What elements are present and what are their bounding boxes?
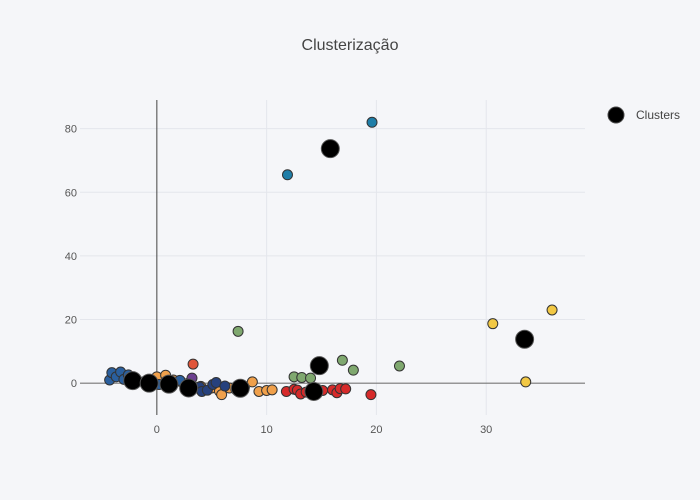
data-point-green [393, 360, 405, 372]
x-tick-label: 30 [480, 424, 492, 436]
x-axis-ticks: 0 10 20 30 [154, 424, 493, 436]
x-tick-label: 10 [261, 424, 273, 436]
y-tick-label: 0 [71, 378, 77, 390]
x-tick-label: 20 [370, 424, 382, 436]
data-point-orange [246, 376, 258, 388]
cluster-center-point [230, 378, 250, 398]
data-point-red [365, 389, 377, 401]
cluster-center-point [309, 356, 329, 376]
cluster-center-point [515, 329, 535, 349]
data-point-green [347, 364, 359, 376]
data-point-tomato [187, 358, 199, 370]
cluster-centers [123, 139, 535, 401]
y-tick-label: 60 [65, 187, 77, 199]
cluster-center-point [320, 139, 340, 159]
cluster-center-point [179, 378, 199, 398]
data-point-green [232, 325, 244, 337]
y-tick-label: 40 [65, 251, 77, 263]
cluster-center-point [304, 381, 324, 401]
data-point-orange [266, 384, 278, 396]
data-point-blue [281, 169, 293, 181]
data-point-green [336, 354, 348, 366]
data-points [104, 116, 558, 401]
y-tick-label: 20 [65, 315, 77, 327]
grid-lines [80, 100, 585, 415]
data-point-red [340, 383, 352, 395]
y-tick-label: 80 [65, 124, 77, 136]
data-point-yellow [546, 304, 558, 316]
data-point-yellow [487, 318, 499, 330]
cluster-center-point [159, 374, 179, 394]
data-point-yellow [520, 376, 532, 388]
chart-title: Clusterização [302, 37, 399, 54]
cluster-center-point [139, 373, 159, 393]
legend-label-clusters: Clusters [636, 108, 680, 122]
data-point-darkblue [219, 380, 231, 392]
data-point-green [305, 372, 317, 384]
x-tick-label: 0 [154, 424, 160, 436]
legend-marker-clusters [607, 106, 625, 124]
cluster-center-point [123, 371, 143, 391]
y-axis-ticks: 0 20 40 60 80 [65, 124, 77, 391]
data-point-blue [366, 116, 378, 128]
legend[interactable]: Clusters [607, 106, 680, 124]
